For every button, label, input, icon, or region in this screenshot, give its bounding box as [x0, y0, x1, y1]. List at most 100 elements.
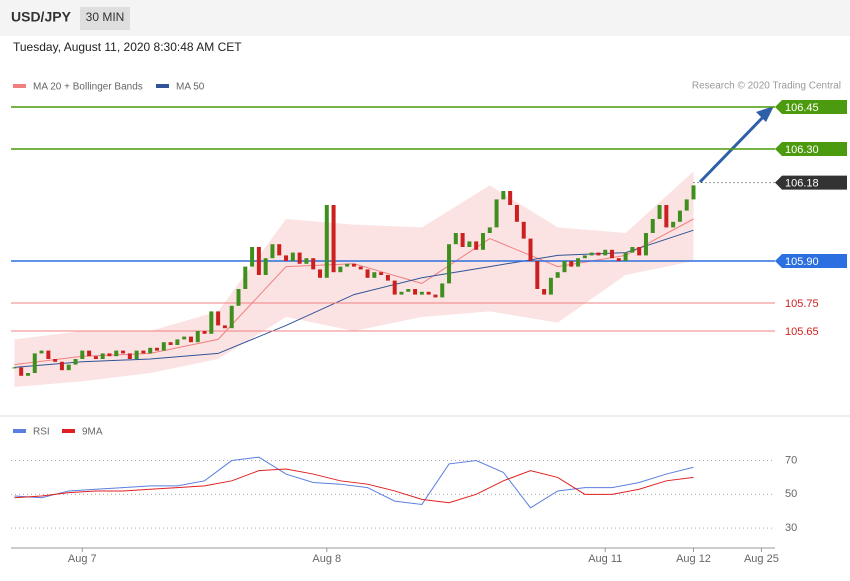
candle — [270, 244, 275, 259]
candle — [637, 247, 642, 256]
candle — [508, 191, 513, 205]
candle — [643, 233, 648, 256]
x-tick-label: Aug 7 — [68, 553, 97, 565]
candle — [582, 255, 587, 259]
candle — [222, 325, 227, 329]
candle — [290, 252, 295, 261]
level-label: 106.45 — [785, 102, 819, 114]
candle — [555, 272, 560, 278]
candle — [209, 311, 214, 334]
candle — [311, 258, 316, 270]
candle — [535, 261, 540, 289]
candle — [127, 353, 132, 359]
candle — [317, 269, 322, 278]
candle — [182, 336, 187, 340]
candle — [494, 199, 499, 228]
candle — [650, 219, 655, 233]
candle — [195, 331, 200, 343]
candle — [447, 244, 452, 284]
candle — [623, 252, 628, 261]
level-tag — [775, 175, 847, 190]
header-bar — [0, 0, 850, 36]
candle — [548, 277, 553, 295]
candle — [392, 280, 397, 295]
candle — [134, 350, 139, 359]
legend-swatch — [156, 84, 169, 88]
candle — [161, 342, 166, 351]
level-tag — [775, 100, 847, 114]
level-tag — [775, 254, 847, 268]
forecast-arrow — [698, 110, 770, 184]
legend-swatch — [13, 429, 26, 433]
y-tick-label: 30 — [785, 522, 797, 534]
x-tick-label: Aug 11 — [588, 553, 622, 565]
candle — [596, 252, 601, 256]
candle — [256, 247, 261, 275]
candle — [358, 266, 363, 270]
legend-label: 9MA — [82, 427, 103, 438]
candle — [236, 289, 241, 306]
candle — [155, 347, 160, 351]
candle — [338, 266, 343, 273]
candle — [12, 367, 17, 369]
candle — [100, 353, 105, 359]
candle — [263, 258, 268, 275]
x-tick-label: Aug 25 — [744, 553, 779, 565]
candle — [202, 331, 207, 334]
timestamp: Tuesday, August 11, 2020 8:30:48 AM CET — [13, 40, 242, 54]
credit: Research © 2020 Trading Central — [692, 81, 841, 92]
candle — [630, 247, 635, 253]
candle — [59, 361, 64, 371]
candle — [426, 291, 431, 295]
candle — [66, 364, 71, 371]
candle — [87, 350, 92, 357]
candle — [121, 350, 126, 354]
candle — [216, 311, 221, 326]
interval: 30 MIN — [86, 10, 125, 24]
indicator-line — [14, 468, 694, 504]
candle — [19, 367, 24, 376]
candle — [372, 272, 377, 278]
x-tick-label: Aug 12 — [676, 553, 711, 565]
candle — [114, 350, 119, 357]
legend-swatch — [62, 429, 75, 433]
candle — [576, 258, 581, 267]
symbol: USD/JPY — [11, 9, 72, 25]
candle — [419, 291, 424, 295]
legend-label: RSI — [33, 427, 50, 438]
candle — [297, 252, 302, 264]
level-label: 106.18 — [785, 178, 819, 190]
candle — [440, 283, 445, 298]
candle — [467, 241, 472, 247]
candle — [610, 249, 615, 259]
candle — [406, 289, 411, 292]
candle — [501, 191, 506, 200]
candle — [664, 205, 669, 228]
candle — [487, 227, 492, 233]
candle — [39, 350, 44, 354]
candle — [521, 221, 526, 239]
y-tick-label: 50 — [785, 488, 797, 500]
candle — [277, 244, 282, 256]
candle — [528, 238, 533, 261]
candle — [345, 263, 350, 267]
candle — [243, 266, 248, 289]
candle — [284, 255, 289, 261]
moving-average — [14, 229, 694, 368]
candle — [514, 205, 519, 222]
candle — [168, 342, 173, 345]
candle — [351, 263, 356, 267]
arrow-head — [756, 106, 774, 122]
candle — [25, 373, 30, 376]
candle — [304, 258, 309, 264]
candle — [148, 347, 153, 354]
candle — [399, 291, 404, 295]
legend-label: MA 20 + Bollinger Bands — [33, 82, 143, 93]
interval-box — [80, 7, 130, 30]
candle — [684, 199, 689, 211]
candle — [107, 353, 112, 357]
candle — [229, 305, 234, 329]
candle — [453, 233, 458, 245]
candle — [691, 185, 696, 200]
